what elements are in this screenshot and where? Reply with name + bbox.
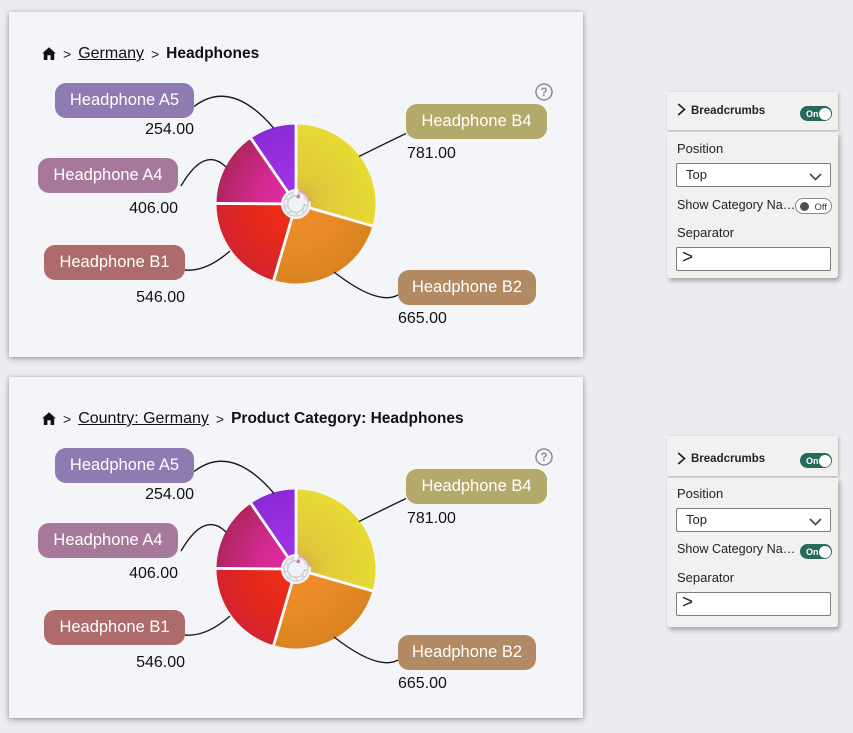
svg-text:?: ? <box>540 452 547 464</box>
svg-text:?: ? <box>540 87 547 99</box>
